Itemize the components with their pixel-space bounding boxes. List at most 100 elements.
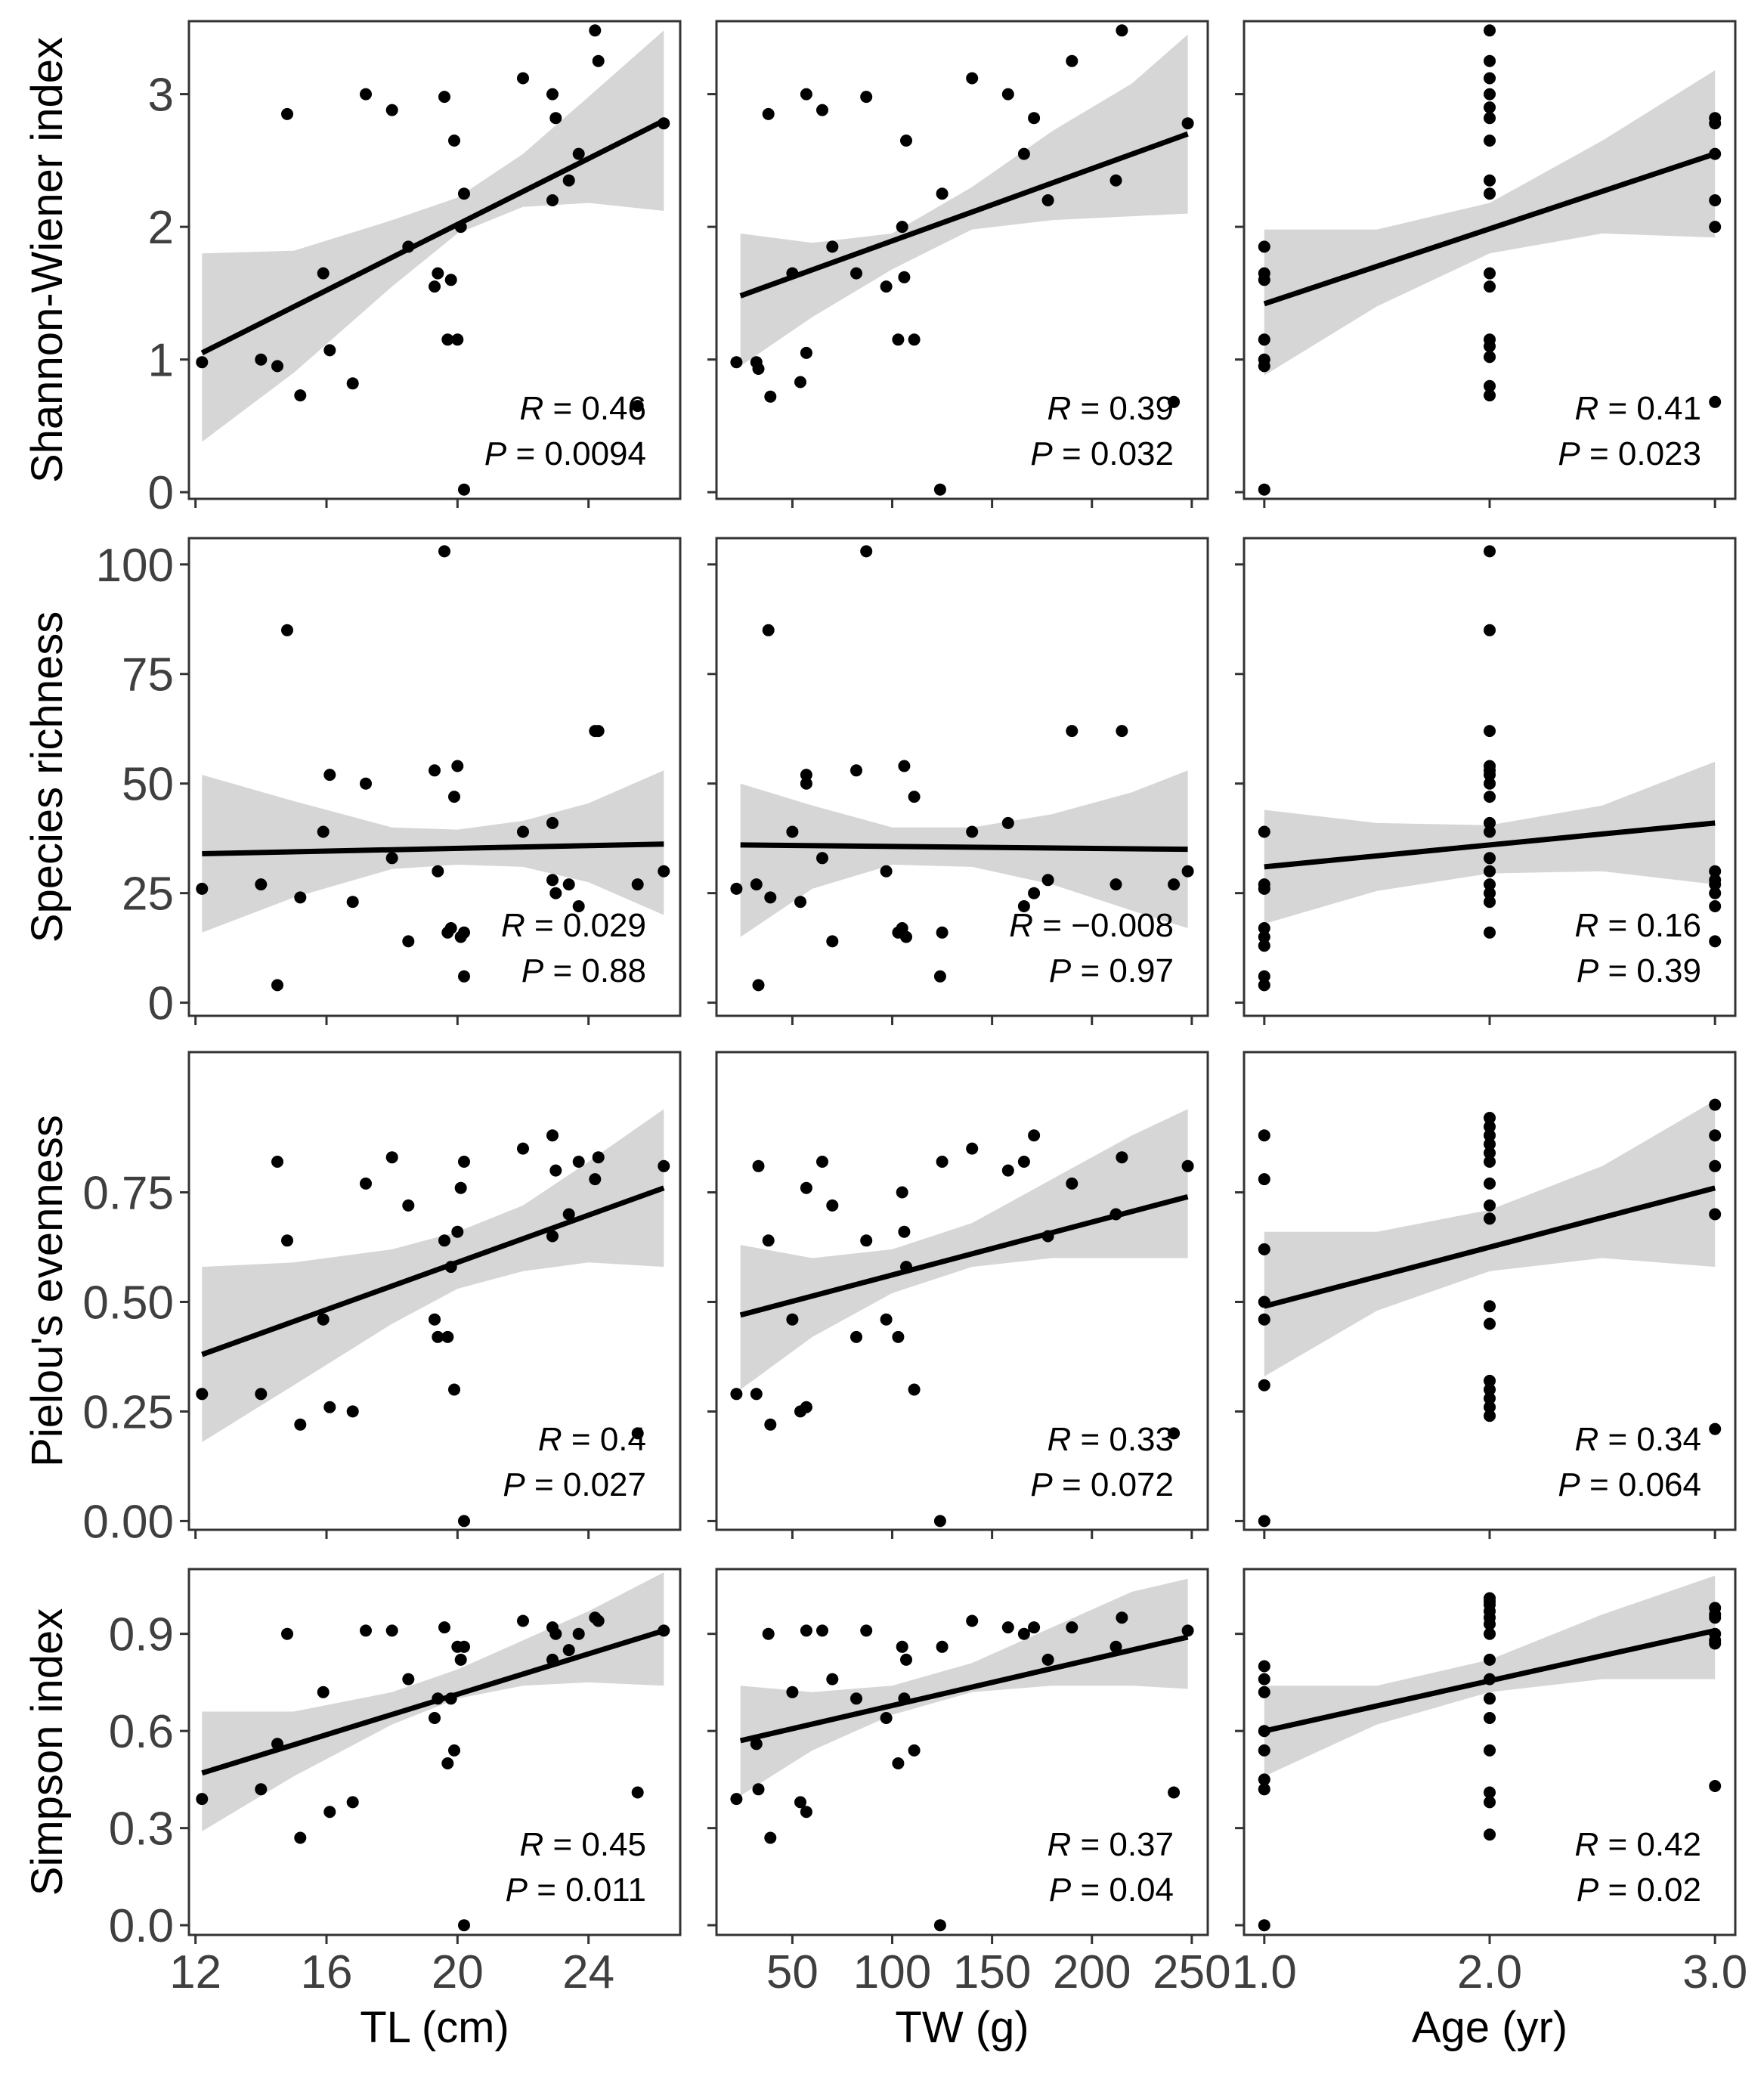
data-point (1116, 1611, 1128, 1624)
data-point (1709, 1602, 1722, 1614)
data-point (1709, 935, 1722, 948)
data-point (1484, 1383, 1496, 1396)
data-point (1484, 777, 1496, 790)
plot-area (730, 545, 1194, 992)
data-point (1484, 280, 1496, 293)
x-axis-title: TW (g) (895, 2003, 1029, 2052)
data-point (1484, 54, 1496, 67)
data-point (1484, 624, 1496, 636)
panel-r2-c1: R = 0.029 P = 0.88 (180, 537, 682, 1025)
data-point (444, 922, 457, 934)
data-point (752, 1159, 765, 1172)
data-point (317, 1313, 330, 1326)
data-point (936, 926, 949, 939)
data-point (786, 267, 799, 280)
plot-area (196, 545, 670, 992)
data-point (1066, 1177, 1079, 1190)
data-point (196, 882, 209, 895)
data-point (451, 1225, 464, 1238)
data-point (429, 1313, 441, 1326)
data-point (750, 1738, 763, 1751)
data-point (1258, 939, 1270, 952)
data-point (441, 333, 454, 346)
data-point (360, 1624, 372, 1637)
data-point (271, 1156, 283, 1168)
plot-area (196, 1109, 670, 1528)
data-point (764, 390, 777, 403)
data-point (1709, 887, 1722, 899)
regression-line (202, 841, 664, 856)
data-point (517, 72, 529, 85)
data-point (1109, 174, 1122, 187)
stat-r: R = −0.008 (1009, 907, 1174, 944)
data-point (1484, 379, 1496, 392)
stat-p: P = 0.027 (503, 1466, 646, 1503)
data-point (385, 104, 398, 116)
data-point (1116, 24, 1128, 37)
data-point (572, 1627, 585, 1640)
data-point (1484, 1392, 1496, 1405)
data-point (546, 1230, 559, 1243)
data-point (444, 1692, 457, 1705)
data-point (1258, 483, 1270, 496)
data-point (900, 135, 912, 147)
data-point (1066, 54, 1079, 67)
x-axis-title: Age (yr) (1412, 2003, 1567, 2052)
data-point (1028, 887, 1041, 899)
data-point (631, 1786, 644, 1799)
data-point (896, 1640, 908, 1653)
data-point (752, 979, 765, 992)
data-point (432, 267, 444, 280)
data-point (860, 545, 873, 558)
data-point (794, 376, 806, 388)
data-point (271, 979, 283, 992)
data-point (438, 1234, 450, 1247)
data-point (385, 1151, 398, 1164)
data-point (549, 1164, 562, 1177)
data-point (1041, 194, 1054, 206)
y-axis-title: Species richness (23, 611, 72, 943)
data-point (860, 91, 873, 104)
data-point (1258, 1243, 1270, 1255)
data-point (281, 624, 293, 636)
data-point (826, 935, 839, 948)
data-point (1258, 1783, 1270, 1796)
panel-r3-c2: R = 0.33 P = 0.072 (707, 1051, 1209, 1539)
data-point (850, 764, 862, 777)
data-point (936, 187, 949, 200)
data-point (458, 1515, 470, 1528)
data-point (1258, 878, 1270, 891)
regression-line (200, 118, 665, 356)
data-point (1258, 1686, 1270, 1698)
stat-r: R = 0.37 (1047, 1826, 1174, 1863)
data-point (658, 117, 670, 130)
x-tick-label: 150 (953, 1946, 1031, 1998)
data-point (1028, 112, 1041, 125)
y-tick-label: 0.25 (82, 1386, 174, 1438)
data-point (816, 1156, 828, 1168)
data-point (1017, 900, 1030, 912)
panel-r3-c3: R = 0.34 P = 0.064 (1235, 1051, 1737, 1539)
data-point (589, 24, 602, 37)
panel-frame (187, 537, 682, 1017)
data-point (1258, 970, 1270, 983)
data-point (1484, 1138, 1496, 1150)
data-point (800, 346, 812, 359)
data-point (752, 363, 765, 375)
data-point (880, 1712, 893, 1724)
data-point (933, 970, 946, 983)
data-point (402, 935, 415, 948)
data-point (794, 896, 806, 909)
data-point (966, 72, 979, 85)
data-point (1484, 187, 1496, 200)
data-point (346, 1405, 359, 1418)
panel-r1-c2: R = 0.39 P = 0.032 (707, 20, 1209, 508)
data-point (546, 874, 559, 887)
data-point (730, 1388, 743, 1401)
stat-p: P = 0.0094 (484, 435, 646, 472)
data-point (429, 764, 441, 777)
y-tick-label: 50 (122, 759, 174, 811)
x-tick-label: 3.0 (1682, 1946, 1747, 1998)
data-point (1109, 1640, 1122, 1653)
panel-r1-c3: R = 0.41 P = 0.023 (1235, 20, 1737, 508)
